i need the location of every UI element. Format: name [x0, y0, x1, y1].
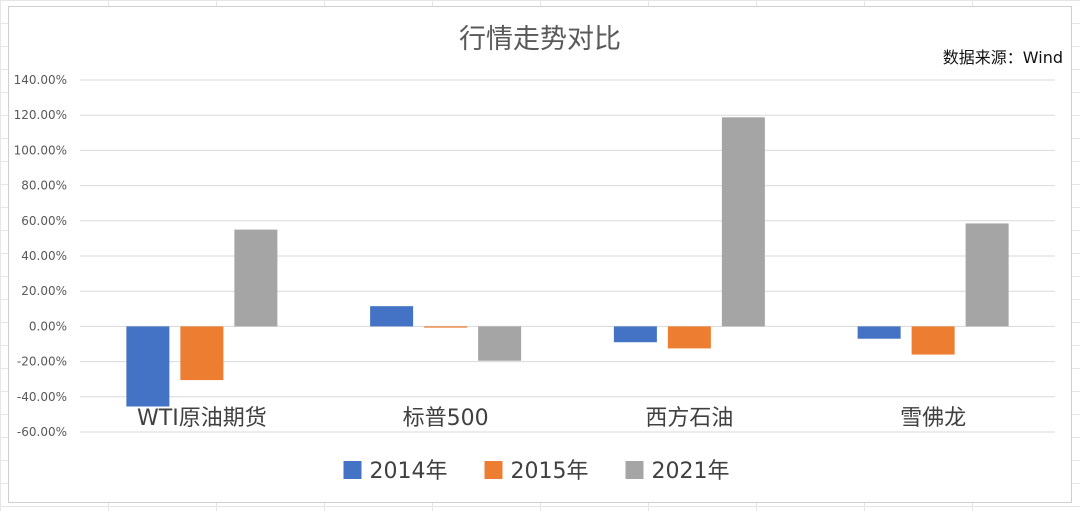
- y-tick-label: 140.00%: [14, 73, 67, 87]
- category-label: WTI原油期货: [137, 406, 267, 431]
- bar-1-1[interactable]: [126, 326, 170, 407]
- x-axis: WTI原油期货 标普500 西方石油 雪佛龙: [137, 406, 966, 431]
- bars: [126, 117, 1009, 407]
- legend-label: 2021年: [652, 459, 730, 484]
- y-tick-label: 120.00%: [14, 108, 67, 122]
- legend-label: 2015年: [511, 459, 589, 484]
- y-tick-label: 100.00%: [14, 143, 67, 157]
- y-tick-label: 20.00%: [21, 284, 67, 298]
- bar-3-2[interactable]: [667, 326, 711, 349]
- source-note: 数据来源：Wind: [943, 48, 1063, 67]
- bar-4-3[interactable]: [965, 223, 1009, 327]
- legend-swatch: [343, 461, 362, 479]
- y-tick-label: -20.00%: [17, 355, 67, 369]
- bar-2-1[interactable]: [370, 306, 414, 327]
- category-label: 标普500: [403, 406, 489, 431]
- bar-3-1[interactable]: [613, 326, 657, 343]
- chart-frame[interactable]: [8, 6, 1072, 503]
- bar-4-2[interactable]: [911, 326, 955, 355]
- y-axis: -60.00% -40.00% -20.00% 0.00% 20.00% 40.00% 60…: [14, 73, 67, 439]
- y-tick-label: 0.00%: [29, 319, 67, 333]
- bar-3-3[interactable]: [721, 117, 765, 327]
- legend: 2014年 2015年 2021年: [343, 459, 730, 484]
- bar-2-2[interactable]: [424, 326, 468, 328]
- y-tick-label: 80.00%: [21, 179, 67, 193]
- bar-4-1[interactable]: [857, 326, 901, 339]
- y-tick-label: -60.00%: [17, 425, 67, 439]
- y-tick-label: 40.00%: [21, 249, 67, 263]
- legend-swatch: [484, 461, 503, 479]
- category-label: 西方石油: [645, 406, 733, 431]
- bar-2-3[interactable]: [478, 326, 522, 361]
- legend-swatch: [625, 461, 644, 479]
- y-tick-label: -40.00%: [17, 390, 67, 404]
- y-tick-label: 60.00%: [21, 214, 67, 228]
- bar-1-3[interactable]: [234, 229, 278, 327]
- bar-1-2[interactable]: [180, 326, 224, 381]
- gridlines: [80, 79, 1055, 433]
- category-label: 雪佛龙: [900, 406, 966, 431]
- legend-label: 2014年: [370, 459, 448, 484]
- chart-title: 行情走势对比: [459, 24, 621, 55]
